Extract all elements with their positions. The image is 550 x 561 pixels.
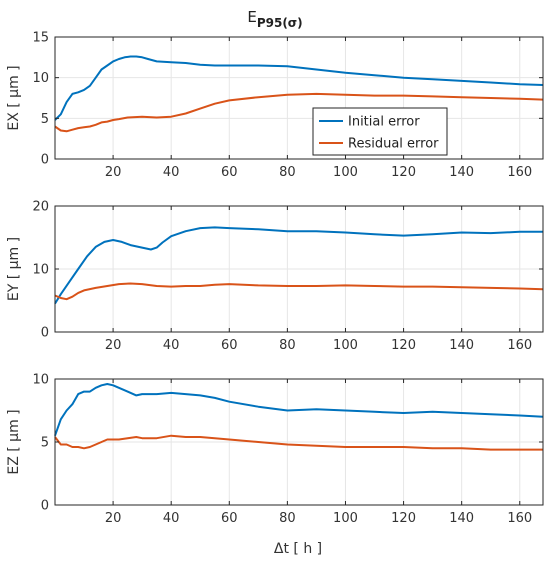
legend-box — [312, 107, 448, 156]
x-tick-label: 100 — [333, 165, 358, 180]
panel-2: 20 40 60 80 100 120 140 160 0 10 20 EY [ μm ] — [6, 200, 544, 353]
x-tick-label: 20 — [105, 511, 122, 526]
x-tick-label: 60 — [221, 511, 238, 526]
x-tick-label: 80 — [279, 165, 296, 180]
series-line-residual-error — [54, 282, 544, 301]
y-tick-label: 5 — [41, 436, 49, 451]
chart-title-main: E — [247, 8, 256, 26]
series-line-initial-error — [54, 383, 544, 437]
x-tick-label: 20 — [105, 338, 122, 353]
series-line-initial-error — [54, 226, 543, 305]
x-axis-label: Δt [ h ] — [274, 541, 322, 557]
y-tick-label: 0 — [41, 153, 49, 168]
y-tick-label: 15 — [32, 31, 49, 46]
panel-1: 20 40 60 80 100 120 140 160 0 5 10 15 EX [ μm ] Initi… — [6, 31, 544, 180]
x-tick-label: 80 — [279, 511, 296, 526]
y-axis-label: EX [ μm ] — [6, 65, 22, 130]
y-tick-label: 20 — [32, 200, 49, 215]
y-tick-label: 5 — [41, 112, 49, 127]
x-tick-label: 160 — [507, 338, 532, 353]
y-tick-label: 10 — [32, 71, 49, 86]
y-tick-label: 0 — [41, 326, 49, 341]
chart-title: EP95(σ) — [247, 8, 302, 30]
x-tick-label: 140 — [449, 338, 474, 353]
x-tick-label: 100 — [333, 511, 358, 526]
legend-label-residual-error: Residual error — [348, 137, 439, 152]
series-line-residual-error — [54, 434, 543, 451]
x-tick-label: 60 — [221, 338, 238, 353]
y-tick-label: 0 — [41, 499, 49, 514]
x-tick-label: 160 — [507, 511, 532, 526]
x-tick-label: 80 — [279, 338, 296, 353]
x-tick-label: 40 — [163, 338, 180, 353]
x-tick-label: 160 — [507, 165, 532, 180]
x-tick-label: 140 — [449, 165, 474, 180]
y-axis-label: EZ [ μm ] — [6, 409, 22, 474]
legend-label-initial-error: Initial error — [348, 115, 420, 130]
legend: Initial error Residual error — [312, 107, 448, 156]
series-line-initial-error — [54, 55, 544, 121]
y-tick-label: 10 — [32, 263, 49, 278]
y-axis-label: EY [ μm ] — [6, 237, 22, 301]
x-tick-label: 120 — [391, 165, 416, 180]
x-tick-label: 120 — [391, 338, 416, 353]
x-tick-label: 100 — [333, 338, 358, 353]
x-tick-label: 20 — [105, 165, 122, 180]
panel-3: 20 40 60 80 100 120 140 160 0 5 10 EZ [ μm ] — [6, 373, 544, 526]
x-tick-label: 60 — [221, 165, 238, 180]
x-tick-label: 40 — [163, 511, 180, 526]
x-tick-label: 120 — [391, 511, 416, 526]
series-line-residual-error — [54, 92, 544, 133]
y-tick-label: 10 — [32, 373, 49, 388]
x-tick-label: 140 — [449, 511, 474, 526]
x-tick-label: 40 — [163, 165, 180, 180]
chart-title-subscript: P95(σ) — [257, 16, 303, 30]
axes-frame — [54, 36, 544, 160]
